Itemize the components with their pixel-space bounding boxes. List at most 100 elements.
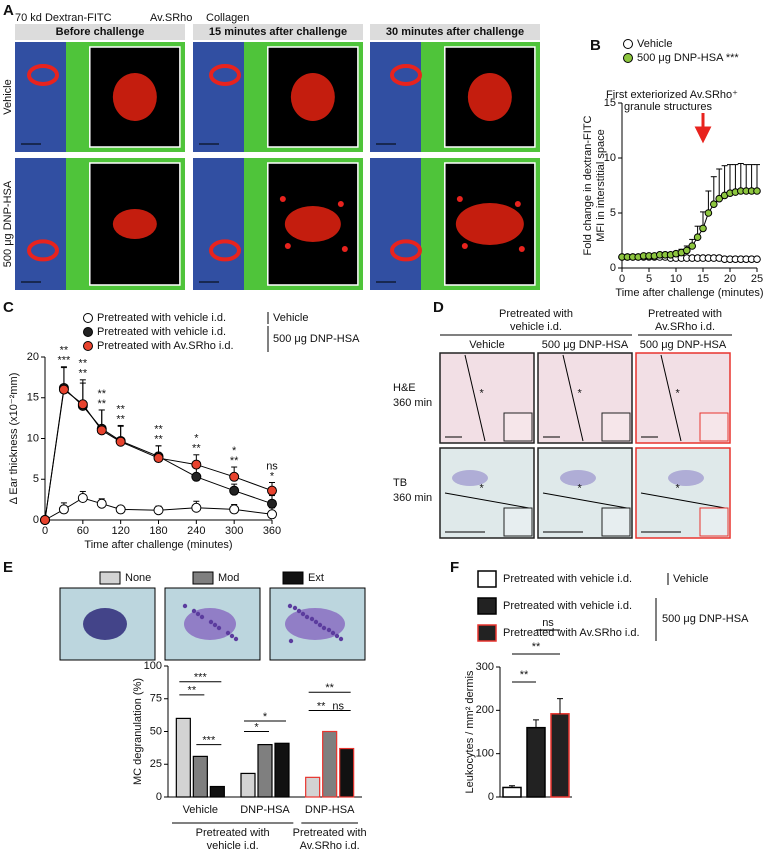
y-tick-label: 0 [610,262,616,274]
x-tick-label: 15 [697,273,709,285]
legend-swatch [477,570,497,588]
y-axis-title: MC degranulation (%) [132,678,144,785]
inset-cell [290,73,335,121]
data-point [40,515,50,525]
y-tick-label: 50 [150,725,162,737]
significance-label: ** [520,669,529,681]
inset-cell [467,73,512,121]
granule [317,622,323,628]
granule [309,616,315,622]
tissue-cells [668,470,704,486]
data-point [96,425,107,436]
inset-granule [518,246,525,252]
significance-label: ** [317,700,326,712]
legend-marker [83,327,93,337]
group-label: Pretreated with [499,308,573,320]
data-point [77,492,88,503]
granule [199,614,205,620]
image-cell [209,239,241,262]
significance-label: ** [97,398,106,410]
data-point [753,255,761,264]
x-tick-label: 0 [619,273,625,285]
significance-label: ** [230,455,239,467]
significance-label: *** [57,355,71,367]
annotation: granule structures [624,101,713,113]
data-point [191,471,202,482]
inset-cell [112,73,157,121]
data-point [267,485,277,496]
granule [330,630,336,636]
y-tick-label: 5 [33,473,39,485]
significance-label: *** [194,672,208,684]
time-label: 360 min [393,397,432,409]
y-axis-title: MFI in interstitial space [595,129,607,241]
asterisk: * [479,387,484,399]
group-label: Pretreated with [293,827,367,839]
legend-label: None [125,572,151,584]
data-point [191,459,202,470]
legend-label: Pretreated with vehicle i.d. [503,573,632,585]
granule [304,614,310,620]
micrograph-inset [503,507,533,537]
data-point [191,502,202,513]
bar [257,743,273,798]
granule [191,608,197,614]
annotation-arrow [694,113,712,144]
granule [292,605,298,611]
panel-letter: D [433,299,444,316]
data-point [153,453,164,464]
stain-label: H&E [393,382,416,394]
x-tick-label: 0 [42,525,48,537]
granule [212,622,218,628]
legend-swatch [477,597,497,615]
significance-label: ** [79,358,88,370]
inset-granule [341,246,348,252]
micrograph-inset [699,507,729,537]
y-axis-title: Leukocytes / mm² dermis [464,670,476,793]
granule [287,603,293,609]
stain-label: TB [393,477,407,489]
inset-granule [279,196,286,202]
significance-label: * [194,433,199,445]
image-collagen [193,42,244,152]
inset-cell [112,209,157,239]
significance-label: ** [79,368,88,380]
data-point [77,399,88,410]
granule [326,627,332,633]
tissue-fiber [542,492,628,509]
y-tick-label: 5 [610,207,616,219]
legend-group-label: 500 μg DNP-HSA [662,613,749,625]
legend-label: Pretreated with Av.SRho i.d. [503,627,640,639]
granule [338,636,344,642]
granule [195,611,201,617]
group-label: Pretreated with [648,308,722,320]
image-collagen [193,158,244,290]
asterisk: * [479,482,484,494]
micrograph-inset [699,412,729,442]
data-point [115,436,126,447]
y-tick-label: 20 [27,351,39,363]
legend-label: Pretreated with Av.SRho i.d. [97,340,234,352]
group-label: Av.SRho i.d. [300,840,360,852]
asterisk: * [577,387,582,399]
data-point [753,187,761,195]
granule [321,625,327,631]
y-tick-label: 300 [476,661,494,673]
x-tick-label: DNP-HSA [240,804,290,816]
significance-label: ns [332,700,344,712]
significance-label: ** [154,424,163,436]
group-label: vehicle i.d. [510,321,562,333]
annotation: First exteriorized Av.SRho⁺ [606,89,738,101]
granule [225,630,231,636]
y-tick-label: 15 [27,392,39,404]
data-point [96,498,107,509]
x-axis-title: Time after challenge (minutes) [84,539,232,551]
legend-swatch [99,571,121,585]
data-point [267,498,277,509]
data-point [115,504,126,515]
panel-letter: E [3,559,13,576]
tissue-fiber [464,354,486,442]
significance-label: ** [60,345,69,357]
inset-granule [456,196,463,202]
significance-label: ** [192,443,201,455]
